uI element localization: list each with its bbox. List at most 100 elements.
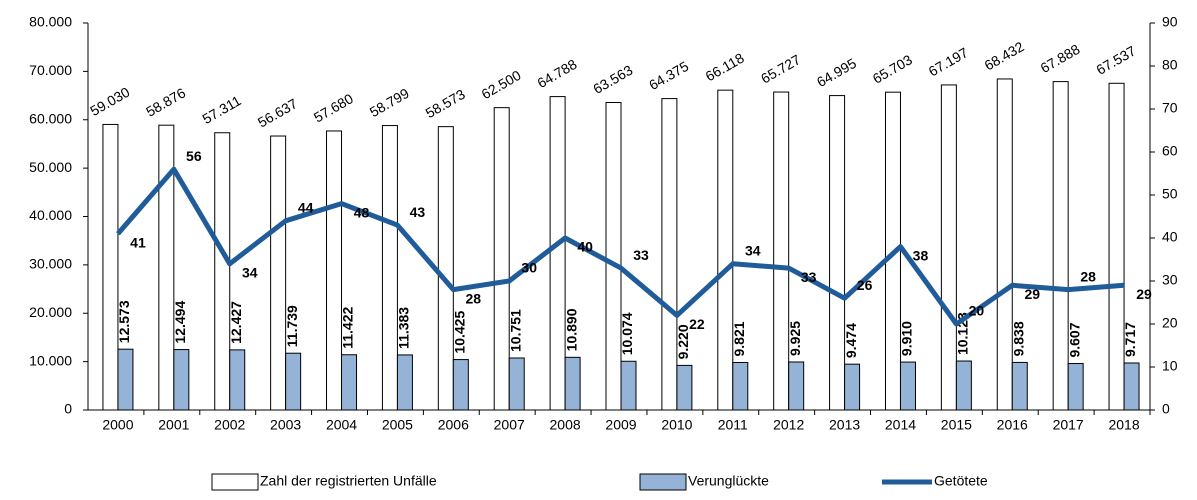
bar (214, 132, 231, 411)
y-tick-label: 10.000 (29, 352, 72, 368)
y-tick-label: 80.000 (29, 14, 72, 30)
bar-value-label: 10.890 (563, 308, 579, 351)
bar-value-label: 57.311 (199, 92, 243, 127)
bar-value-label: 66.118 (703, 50, 747, 85)
x-tick-label: 2013 (829, 417, 860, 433)
y2-tick-label: 80 (1162, 57, 1178, 73)
x-tick-label: 2006 (438, 417, 469, 433)
x-tick-label: 2010 (661, 417, 692, 433)
bar (452, 359, 469, 411)
line-value-label: 44 (298, 200, 314, 216)
bar (229, 349, 246, 411)
line-value-label: 38 (913, 247, 929, 263)
line-value-label: 26 (857, 277, 873, 293)
bar-value-label: 58.799 (367, 85, 412, 120)
bar-value-label: 10.074 (619, 312, 635, 355)
y2-tick-label: 40 (1162, 229, 1178, 245)
bar (773, 91, 790, 411)
bar-value-label: 67.888 (1037, 41, 1082, 76)
bar (940, 84, 957, 411)
bar-value-label: 63.563 (590, 62, 635, 97)
x-tick-label: 2012 (773, 417, 804, 433)
y2-tick-label: 90 (1162, 14, 1178, 30)
bar (173, 349, 190, 411)
line-value-label: 43 (410, 204, 426, 220)
bar-value-label: 58.573 (423, 86, 468, 121)
bar (326, 130, 343, 411)
bar (493, 107, 510, 411)
bar (508, 357, 525, 411)
x-tick-label: 2008 (550, 417, 581, 433)
bar (732, 361, 749, 411)
bar (117, 348, 134, 411)
bar (564, 356, 581, 411)
bar (270, 135, 287, 411)
bar-value-label: 9.838 (1010, 321, 1026, 356)
bar-value-label: 9.607 (1066, 322, 1082, 357)
bar (829, 95, 846, 411)
x-tick-label: 2017 (1053, 417, 1084, 433)
line-value-label: 33 (801, 269, 817, 285)
bar-value-label: 57.680 (311, 90, 356, 125)
line-value-label: 30 (521, 260, 537, 276)
legend-swatch (211, 473, 259, 491)
bar-value-label: 56.637 (255, 95, 300, 130)
x-tick-label: 2009 (605, 417, 636, 433)
x-tick-label: 2000 (102, 417, 133, 433)
legend-label: Verunglückte (688, 473, 769, 489)
y2-tick-label: 50 (1162, 186, 1178, 202)
line-value-label: 56 (186, 148, 202, 164)
y-tick-label: 60.000 (29, 110, 72, 126)
bar (158, 124, 175, 411)
bar-value-label: 9.925 (787, 321, 803, 356)
x-tick-label: 2011 (718, 417, 748, 433)
bar-value-label: 62.500 (479, 67, 524, 102)
line-value-label: 28 (1080, 268, 1096, 284)
bar (844, 363, 861, 411)
bar-value-label: 9.474 (843, 323, 859, 358)
line-value-label: 20 (969, 303, 985, 319)
bar (676, 364, 693, 411)
y2-tick-label: 30 (1162, 272, 1178, 288)
bar (437, 126, 454, 411)
bar (1123, 362, 1140, 411)
line-series (116, 166, 1125, 327)
x-tick-label: 2004 (326, 417, 357, 433)
bar (996, 78, 1013, 411)
bar-value-label: 9.910 (899, 321, 915, 356)
line-value-label: 22 (689, 316, 705, 332)
bar (381, 125, 398, 411)
line-value-label: 41 (130, 234, 146, 250)
y-tick-label: 70.000 (29, 62, 72, 78)
bar-value-label: 10.425 (452, 311, 468, 354)
bar-value-label: 59.030 (87, 84, 132, 119)
bar-value-label: 10.751 (507, 309, 523, 352)
bar-value-label: 9.821 (731, 321, 747, 356)
y2-tick-label: 70 (1162, 100, 1178, 116)
y2-tick-label: 0 (1162, 401, 1170, 417)
line-value-label: 34 (745, 243, 761, 259)
legend-label: Getötete (934, 473, 988, 489)
line-value-label: 48 (354, 204, 370, 220)
bar (1108, 82, 1125, 411)
bar-value-label: 67.537 (1093, 42, 1138, 77)
legend-label: Zahl der registrierten Unfälle (260, 473, 437, 489)
bar (899, 361, 916, 411)
x-tick-label: 2003 (270, 417, 301, 433)
line-value-label: 34 (242, 265, 258, 281)
y2-tick-label: 60 (1162, 143, 1178, 159)
bar-value-label: 68.432 (982, 38, 1027, 73)
x-tick-label: 2001 (158, 417, 189, 433)
y-tick-label: 40.000 (29, 207, 72, 223)
x-tick-label: 2007 (494, 417, 525, 433)
bar-value-label: 12.573 (116, 300, 132, 343)
bar (661, 98, 678, 411)
bar-value-label: 65.727 (758, 51, 803, 86)
bar-value-label: 12.494 (172, 301, 188, 344)
line-value-label: 28 (466, 290, 482, 306)
bar-value-label: 9.717 (1122, 322, 1138, 357)
bar (341, 354, 358, 411)
line-value-label: 29 (1024, 286, 1040, 302)
bar-value-label: 11.383 (396, 307, 412, 349)
line-value-label: 33 (633, 247, 649, 263)
